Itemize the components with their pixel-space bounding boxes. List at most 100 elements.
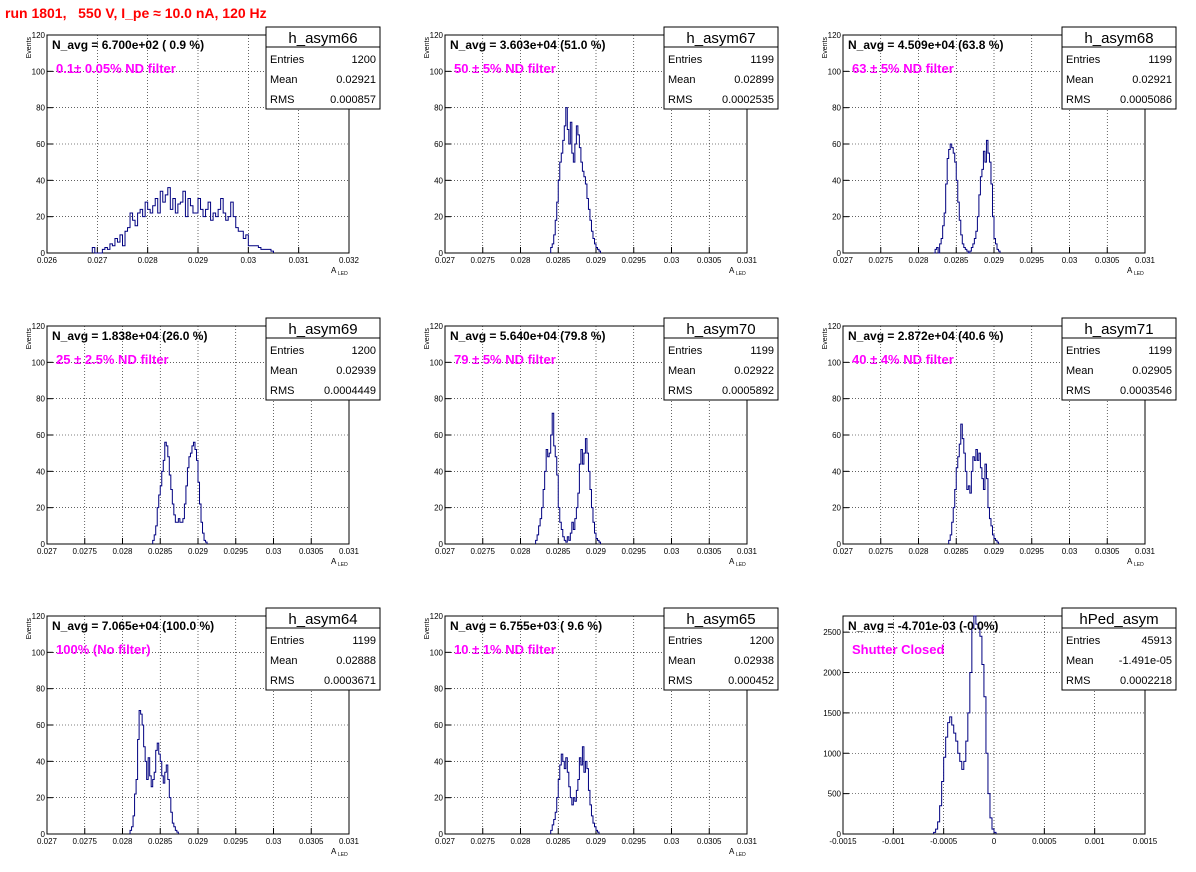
histogram-panel-h_asym67: 0.027 0.0275 0.028 0.0285 0.029 0.0295 0.03 0.0… xyxy=(424,26,779,277)
filter-label: 63 ± 5% ND filter xyxy=(852,61,954,76)
y-tick-label: 20 xyxy=(434,794,443,803)
stats-title: h_asym66 xyxy=(288,30,357,47)
x-axis-label-subscript: LED xyxy=(338,852,348,858)
stats-value: -1.491e-05 xyxy=(1119,655,1172,667)
x-tick-label: 0.0005 xyxy=(1032,837,1057,846)
histogram-panel-h_asym69: 0.027 0.0275 0.028 0.0285 0.029 0.0295 0.03 0.0… xyxy=(26,317,381,568)
stats-key: RMS xyxy=(1066,94,1090,106)
y-tick-label: 40 xyxy=(434,176,443,185)
histogram-panel-hPed_asym: -0.0015 -0.001 -0.0005 0 0.0005 0.001 0.0015 0 5… xyxy=(823,607,1177,846)
y-tick-label: 80 xyxy=(434,395,443,404)
stats-value: 1200 xyxy=(352,345,376,357)
x-tick-label: 0.0285 xyxy=(944,547,969,556)
stats-value: 1199 xyxy=(750,54,774,66)
stats-value: 0.02921 xyxy=(336,74,376,86)
y-tick-label: 60 xyxy=(434,431,443,440)
x-tick-label: 0.029 xyxy=(188,547,209,556)
stats-value: 0.02938 xyxy=(734,655,774,667)
x-tick-label: 0.027 xyxy=(87,256,108,265)
stats-box xyxy=(663,317,779,401)
stats-box xyxy=(265,317,381,401)
y-axis-label: Events xyxy=(822,328,829,350)
x-tick-label: 0.027 xyxy=(435,837,456,846)
stats-value: 1199 xyxy=(750,345,774,357)
x-tick-label: 0.03 xyxy=(664,256,680,265)
y-axis-label: Events xyxy=(26,618,33,640)
x-tick-label: 0.0285 xyxy=(546,256,571,265)
x-tick-label: 0.001 xyxy=(1085,837,1106,846)
x-tick-label: 0.0275 xyxy=(471,256,496,265)
x-tick-label: 0.0295 xyxy=(622,837,647,846)
y-tick-label: 80 xyxy=(36,685,45,694)
x-tick-label: 0.028 xyxy=(510,837,531,846)
x-tick-label: 0.031 xyxy=(1135,256,1156,265)
stats-value: 0.02905 xyxy=(1132,365,1172,377)
navg-label: N_avg = 1.838e+04 (26.0 %) xyxy=(52,329,207,343)
histogram-bins xyxy=(91,187,274,254)
x-tick-label: 0.0305 xyxy=(697,837,722,846)
y-tick-label: 0 xyxy=(439,249,444,258)
x-axis-label: A xyxy=(1127,557,1133,566)
x-tick-label: 0.029 xyxy=(188,256,209,265)
stats-value: 1199 xyxy=(1148,54,1172,66)
y-tick-label: 40 xyxy=(36,757,45,766)
stats-box xyxy=(663,26,779,110)
x-tick-label: 0.026 xyxy=(37,256,58,265)
x-tick-label: 0.0305 xyxy=(1095,256,1120,265)
x-tick-label: 0.028 xyxy=(908,547,929,556)
x-axis-label: A xyxy=(729,266,735,275)
x-tick-label: 0.027 xyxy=(833,547,854,556)
y-axis-label: Events xyxy=(26,37,33,59)
x-tick-label: 0.029 xyxy=(984,256,1005,265)
navg-label: N_avg = -4.701e-03 (-0.0%) xyxy=(848,619,998,633)
x-tick-label: 0.027 xyxy=(37,547,58,556)
stats-key: Entries xyxy=(668,345,703,357)
y-tick-label: 60 xyxy=(36,721,45,730)
x-axis-label-subscript: LED xyxy=(338,562,348,568)
stats-title: hPed_asym xyxy=(1079,611,1158,628)
stats-value: 0.0002535 xyxy=(722,94,774,106)
y-tick-label: 100 xyxy=(828,358,842,367)
y-axis-label: Events xyxy=(424,328,431,350)
x-tick-label: 0.031 xyxy=(339,547,360,556)
y-tick-label: 100 xyxy=(430,648,444,657)
x-tick-label: 0.03 xyxy=(241,256,257,265)
stats-key: Entries xyxy=(270,635,305,647)
stats-key: Mean xyxy=(1066,74,1094,86)
x-tick-label: 0.0305 xyxy=(697,256,722,265)
y-tick-label: 2000 xyxy=(823,669,841,678)
x-tick-label: 0.03 xyxy=(664,837,680,846)
y-tick-label: 1000 xyxy=(823,749,841,758)
stats-box xyxy=(1061,26,1177,110)
x-tick-label: 0.031 xyxy=(1135,547,1156,556)
x-tick-label: 0.031 xyxy=(737,547,758,556)
x-tick-label: 0.029 xyxy=(586,837,607,846)
x-tick-label: 0.0305 xyxy=(1095,547,1120,556)
y-tick-label: 100 xyxy=(32,358,46,367)
stats-key: Entries xyxy=(270,345,305,357)
x-tick-label: 0.0275 xyxy=(73,837,98,846)
y-tick-label: 20 xyxy=(36,794,45,803)
x-tick-label: 0.029 xyxy=(586,547,607,556)
y-tick-label: 80 xyxy=(832,104,841,113)
page-title: run 1801, 550 V, I_pe ≈ 10.0 nA, 120 Hz xyxy=(5,5,267,21)
y-tick-label: 0 xyxy=(837,830,842,839)
y-tick-label: 80 xyxy=(434,685,443,694)
x-axis-label: A xyxy=(1127,266,1133,275)
x-tick-label: 0.03 xyxy=(664,547,680,556)
x-tick-label: 0.027 xyxy=(435,547,456,556)
stats-box xyxy=(265,26,381,110)
stats-key: RMS xyxy=(668,675,692,687)
x-tick-label: 0.027 xyxy=(37,837,58,846)
x-tick-label: 0.0305 xyxy=(299,547,324,556)
x-tick-label: 0.031 xyxy=(289,256,310,265)
x-tick-label: 0.031 xyxy=(339,837,360,846)
y-tick-label: 60 xyxy=(36,431,45,440)
histogram-bins xyxy=(535,412,602,544)
x-axis-label: A xyxy=(331,557,337,566)
x-tick-label: 0.028 xyxy=(138,256,159,265)
y-tick-label: 100 xyxy=(32,67,46,76)
stats-box xyxy=(1061,317,1177,401)
stats-box xyxy=(663,607,779,691)
